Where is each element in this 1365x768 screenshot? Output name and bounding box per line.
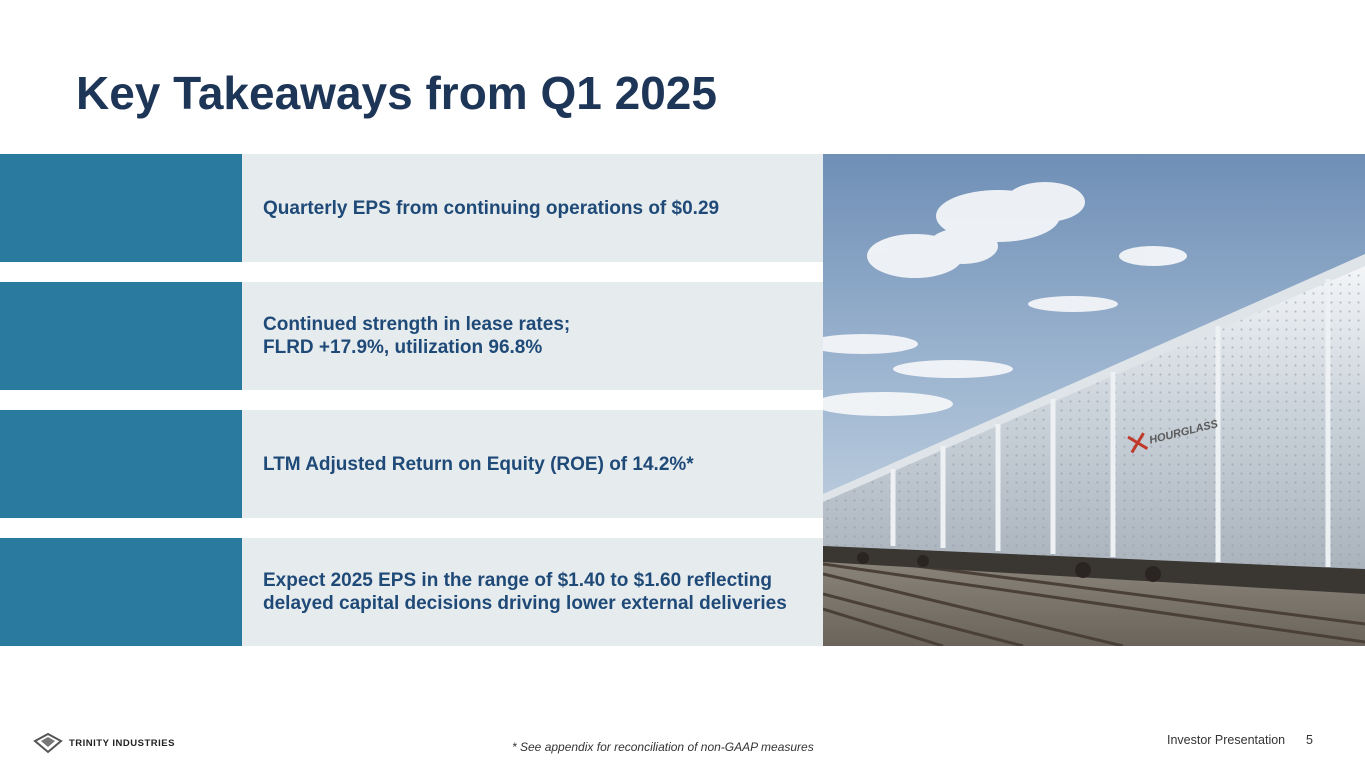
takeaway-row: Quarterly EPS from continuing operations…	[0, 154, 823, 262]
takeaway-text: LTM Adjusted Return on Equity (ROE) of 1…	[263, 453, 694, 475]
logo-text: TRINITY INDUSTRIES	[69, 737, 175, 749]
takeaway-row: LTM Adjusted Return on Equity (ROE) of 1…	[0, 410, 823, 518]
takeaway-panel: LTM Adjusted Return on Equity (ROE) of 1…	[242, 410, 823, 518]
takeaway-text: Continued strength in lease rates; FLRD …	[263, 314, 571, 358]
takeaway-row: Continued strength in lease rates; FLRD …	[0, 282, 823, 390]
page-number: 5	[1306, 733, 1313, 747]
footnote: * See appendix for reconciliation of non…	[512, 740, 814, 754]
slide-title: Key Takeaways from Q1 2025	[76, 67, 717, 119]
takeaway-panel: Quarterly EPS from continuing operations…	[242, 154, 823, 262]
takeaway-text: Expect 2025 EPS in the range of $1.40 to…	[263, 570, 787, 614]
takeaway-accent-bar	[0, 410, 242, 518]
takeaway-accent-bar	[0, 538, 242, 646]
takeaway-row: Expect 2025 EPS in the range of $1.40 to…	[0, 538, 823, 646]
takeaway-text: Quarterly EPS from continuing operations…	[263, 197, 720, 219]
takeaway-accent-bar	[0, 154, 242, 262]
takeaway-panel: Continued strength in lease rates; FLRD …	[242, 282, 823, 390]
trinity-logo: TRINITY INDUSTRIES	[33, 731, 175, 755]
railcar-photo: HOURGLASS	[823, 154, 1365, 646]
takeaway-panel: Expect 2025 EPS in the range of $1.40 to…	[242, 538, 823, 646]
takeaway-accent-bar	[0, 282, 242, 390]
footer-label: Investor Presentation	[1167, 733, 1286, 747]
trinity-logo-icon	[33, 732, 63, 754]
